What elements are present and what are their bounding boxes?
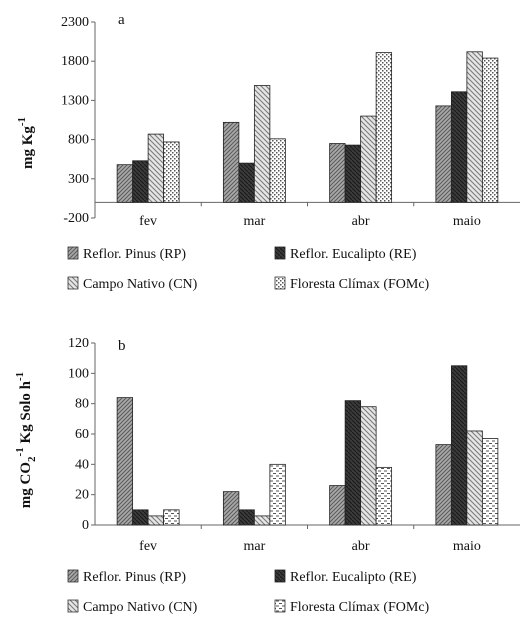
bar-abr-0 [329,485,346,526]
bar-maio-0 [435,105,452,203]
bar-abr-3 [375,466,393,526]
y-tick-label: 2300 [61,15,89,30]
y-tick-label: 120 [68,336,89,351]
y-axis-label-a: mg Kg-1 [16,117,36,169]
bar-fev-1 [132,509,149,526]
legend-b: Reflor. Pinus (RP) Reflor. Eucalipto (RE… [67,569,430,615]
bar-abr-3 [375,52,393,203]
y-tick-label: 1300 [61,93,89,108]
bar-maio-1 [450,91,468,203]
x-category-label: mar [243,539,265,554]
legend-a-label-rp: Reflor. Pinus (RP) [83,247,186,262]
panel-label-b: b [118,338,126,354]
legend-b-swatch-cn [67,599,79,613]
chart-a: -200 300 800 1300 1800 2300 fev mar abr maio a mg… [16,12,520,229]
legend-b-swatch-rp [67,569,79,583]
bar-maio-0 [435,444,452,526]
legend-b-swatch-fomc [274,599,286,613]
legend-a-swatch-rp [67,246,79,260]
bar-fev-0 [116,164,134,203]
legend-a-label-fomc: Floresta Clímax (FOMc) [290,277,430,292]
legend-b-label-re: Reflor. Eucalipto (RE) [290,570,417,585]
bar-abr-0 [329,143,346,203]
bar-mar-0 [222,121,240,203]
y-tick-label: 800 [68,133,89,148]
bar-abr-1 [344,400,362,526]
legend-b-label-rp: Reflor. Pinus (RP) [83,570,186,585]
y-tick-label: 100 [68,366,89,381]
bar-fev-0 [116,397,134,526]
legend-b-label-fomc: Floresta Clímax (FOMc) [290,600,430,615]
legend-a-label-re: Reflor. Eucalipto (RE) [290,247,417,262]
bar-fev-1 [132,160,149,203]
y-axis-label-b: mg CO2-1 Kg Solo h-1 [14,372,38,508]
x-category-label: abr [352,539,370,554]
bar-maio-2 [466,430,483,526]
y-tick-label: 80 [75,397,89,412]
bar-fev-2 [147,133,165,203]
legend-b-label-cn: Campo Nativo (CN) [83,600,198,615]
bar-abr-1 [344,144,362,203]
bar-maio-1 [450,365,468,526]
bar-mar-3 [269,138,286,203]
bar-mar-2 [253,85,271,203]
bar-mar-2 [253,515,271,526]
x-category-label: fev [139,214,157,229]
bar-abr-2 [360,406,377,526]
bar-maio-2 [466,51,483,203]
y-tick-label: 20 [75,488,89,503]
bar-mar-1 [238,162,255,203]
bar-maio-3 [481,57,499,203]
legend-a-label-cn: Campo Nativo (CN) [83,277,198,292]
x-category-label: maio [453,214,481,229]
x-category-label: maio [453,539,481,554]
bar-mar-1 [238,509,255,526]
x-category-label: abr [352,214,370,229]
y-tick-label: 300 [68,172,89,187]
bar-abr-2 [360,115,377,203]
legend-a-swatch-cn [67,276,79,290]
legend-b-swatch-re [274,569,286,583]
x-category-label: fev [139,539,157,554]
bar-fev-3 [163,509,180,526]
x-category-label: mar [243,214,265,229]
y-tick-label: -200 [63,211,89,226]
y-tick-label: 40 [75,457,89,472]
bar-fev-2 [147,515,165,526]
legend-a-swatch-fomc [274,276,286,290]
y-tick-label: 0 [82,518,89,533]
y-tick-label: 1800 [61,54,89,69]
bar-mar-3 [269,463,286,526]
y-tick-label: 60 [75,427,89,442]
bar-maio-3 [481,438,499,526]
legend-a-swatch-re [274,246,286,260]
bar-fev-3 [163,141,180,203]
legend-a: Reflor. Pinus (RP) Reflor. Eucalipto (RE… [67,246,430,292]
bar-mar-0 [222,491,240,526]
chart-b: 0 20 40 60 80 100 120 fev mar abr maio b mg CO2-1 … [14,336,520,554]
panel-label-a: a [118,12,125,28]
